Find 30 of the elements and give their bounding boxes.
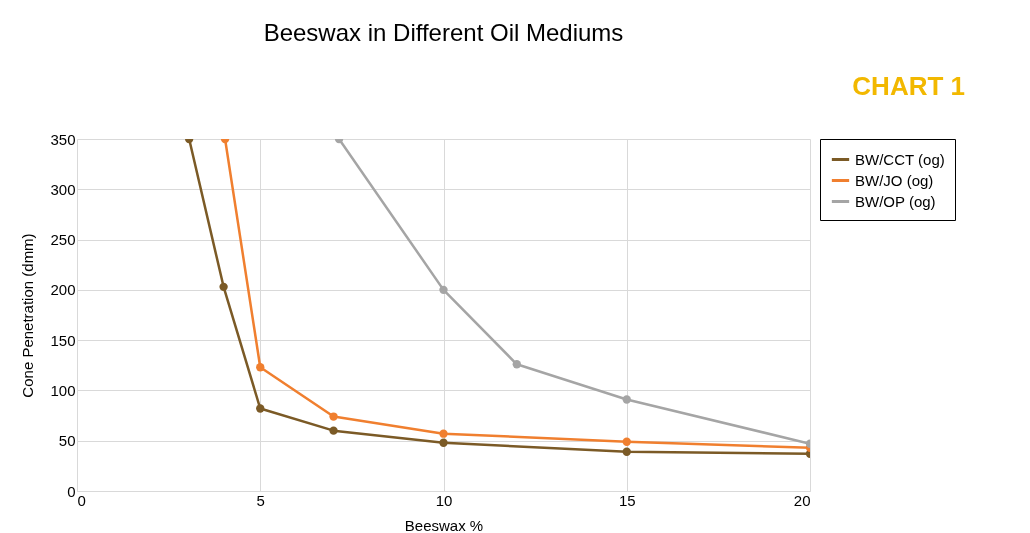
x-tick-label: 5 [256,491,265,509]
point [512,360,521,369]
point [622,395,631,404]
legend-label: BW/JO (og) [855,171,934,189]
legend-label: BW/CCT (og) [855,150,945,168]
y-tick-label: 100 [50,381,76,399]
y-tick-label: 200 [50,281,76,299]
caption: CHART 1 [852,71,965,101]
point [256,404,265,413]
legend-label: BW/OP (og) [855,192,936,210]
y-tick-label: 300 [50,180,76,198]
y-tick-label: 250 [50,231,76,249]
point [219,282,228,292]
chart-title: Beeswax in Different Oil Mediums [263,19,624,46]
point [329,412,338,421]
point [256,363,265,372]
point [439,285,448,295]
x-tick-label: 20 [793,491,811,509]
point [329,426,338,435]
y-tick-label: 50 [58,432,76,450]
point [439,429,448,438]
x-axis-title: Beeswax % [404,516,484,533]
point [439,438,448,447]
x-tick-label: 15 [618,491,636,509]
x-tick-label: 10 [435,491,453,509]
y-tick-label: 150 [50,331,76,349]
y-tick-label: 350 [50,130,76,148]
point [622,447,631,456]
y-axis-title: Cone Penetration (dmm) [19,233,37,398]
point [622,437,631,446]
